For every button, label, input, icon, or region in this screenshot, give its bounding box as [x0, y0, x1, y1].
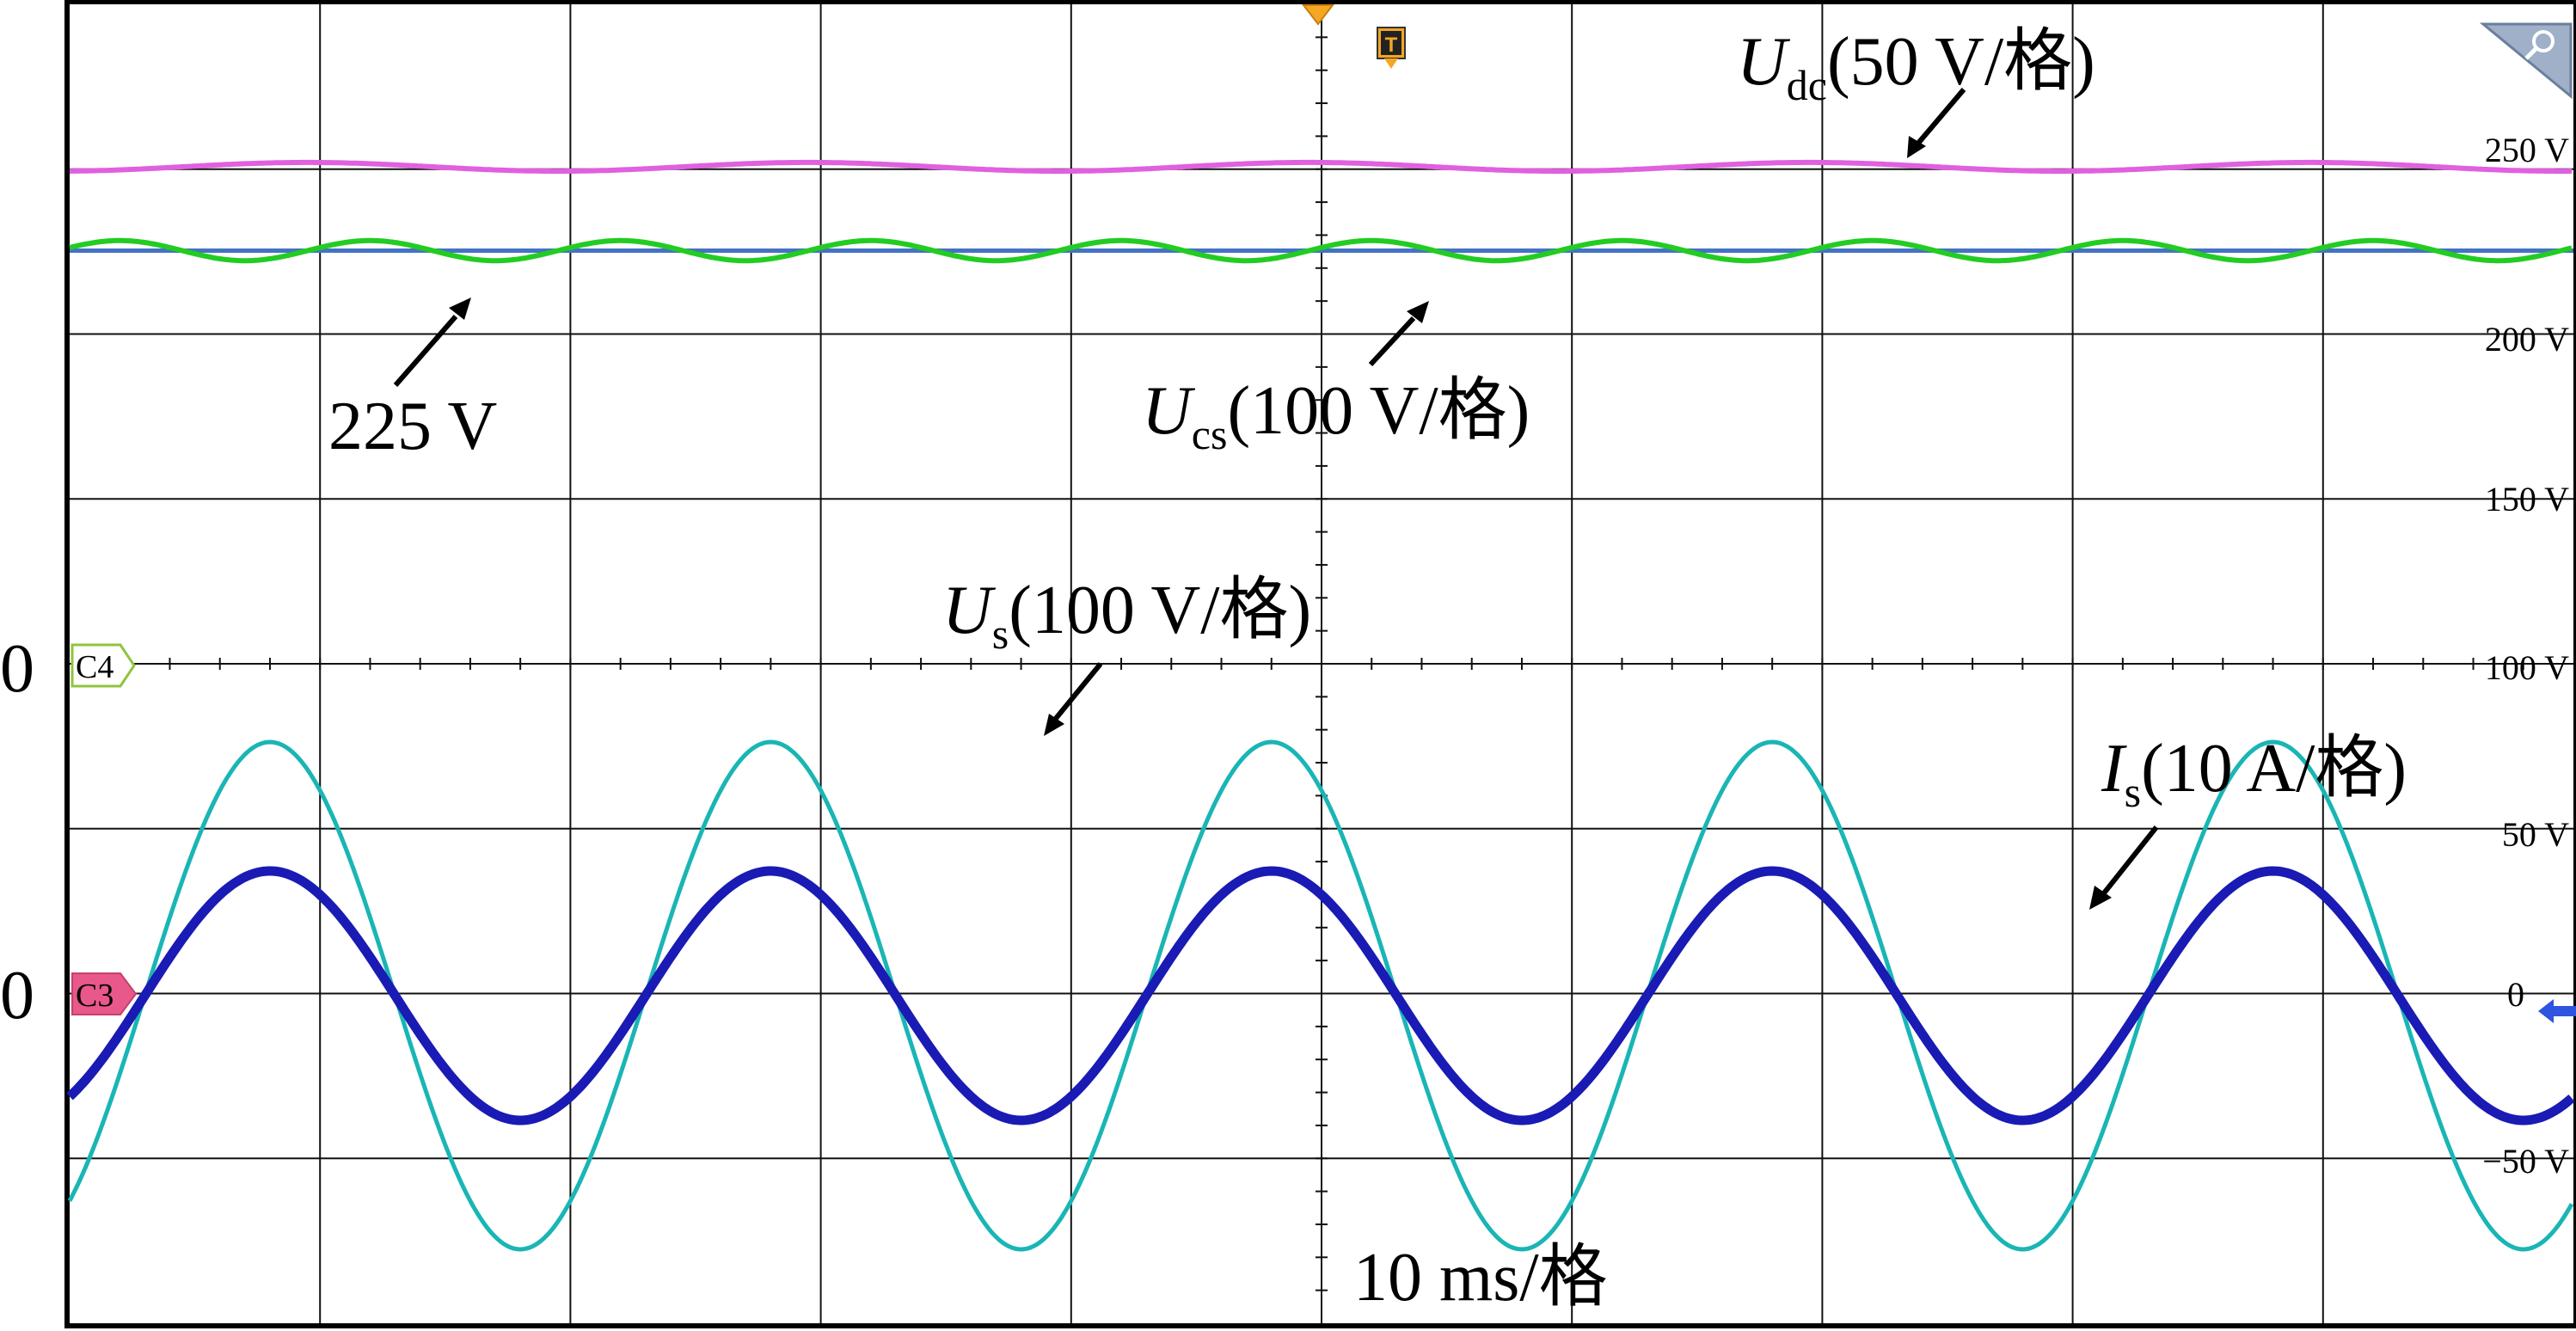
annotation-ucs: Ucs(100 V/格)	[1142, 301, 1530, 458]
annotation-is: Is(10 A/格)	[2089, 731, 2407, 910]
annotation-225v: 225 V	[328, 297, 497, 464]
annotation-us: Us(100 V/格)	[942, 573, 1311, 736]
tick-label-0: 0	[2507, 975, 2524, 1014]
zoom-icon[interactable]	[2479, 22, 2573, 100]
channel-marker-c3[interactable]: C3	[71, 972, 138, 1015]
ground-level-arrow-icon[interactable]	[2538, 999, 2576, 1023]
annotation-udc: Udc(50 V/格)	[1737, 24, 2095, 158]
svg-text:Us(100 V/格): Us(100 V/格)	[942, 573, 1311, 658]
channel-label-c3: C3	[76, 978, 113, 1014]
trace-is	[66, 866, 2575, 1126]
tick-label-250: 250 V	[2485, 131, 2569, 169]
left-offset-label-c3: 0	[0, 958, 34, 1034]
trace-udc	[70, 159, 2572, 175]
tick-label-200: 200 V	[2485, 320, 2569, 359]
svg-text:225 V: 225 V	[328, 389, 497, 464]
trigger-level-marker[interactable]: T	[1377, 27, 1406, 69]
channel-marker-c4[interactable]: C4	[71, 643, 136, 688]
svg-text:Is(10 A/格): Is(10 A/格)	[2101, 731, 2407, 816]
trigger-position-icon[interactable]	[1301, 4, 1335, 26]
tick-label-100: 100 V	[2485, 648, 2569, 687]
left-offset-label-c4: 0	[0, 631, 34, 707]
tick-label-150: 150 V	[2485, 480, 2569, 518]
trace-ucs	[69, 237, 2573, 264]
svg-text:Ucs(100 V/格): Ucs(100 V/格)	[1142, 373, 1530, 458]
svg-text:Udc(50 V/格): Udc(50 V/格)	[1737, 24, 2095, 109]
time-scale-label: 10 ms/格	[1353, 1240, 1608, 1316]
channel-label-c4: C4	[76, 649, 113, 685]
right-axis-ticks: 250 V 200 V 150 V 100 V 50 V 0 −50 V	[2482, 131, 2569, 1181]
tick-label-minus-50: −50 V	[2482, 1142, 2569, 1181]
trigger-label: T	[1385, 34, 1398, 57]
tick-label-50: 50 V	[2502, 815, 2569, 854]
trace-us	[67, 739, 2574, 1252]
